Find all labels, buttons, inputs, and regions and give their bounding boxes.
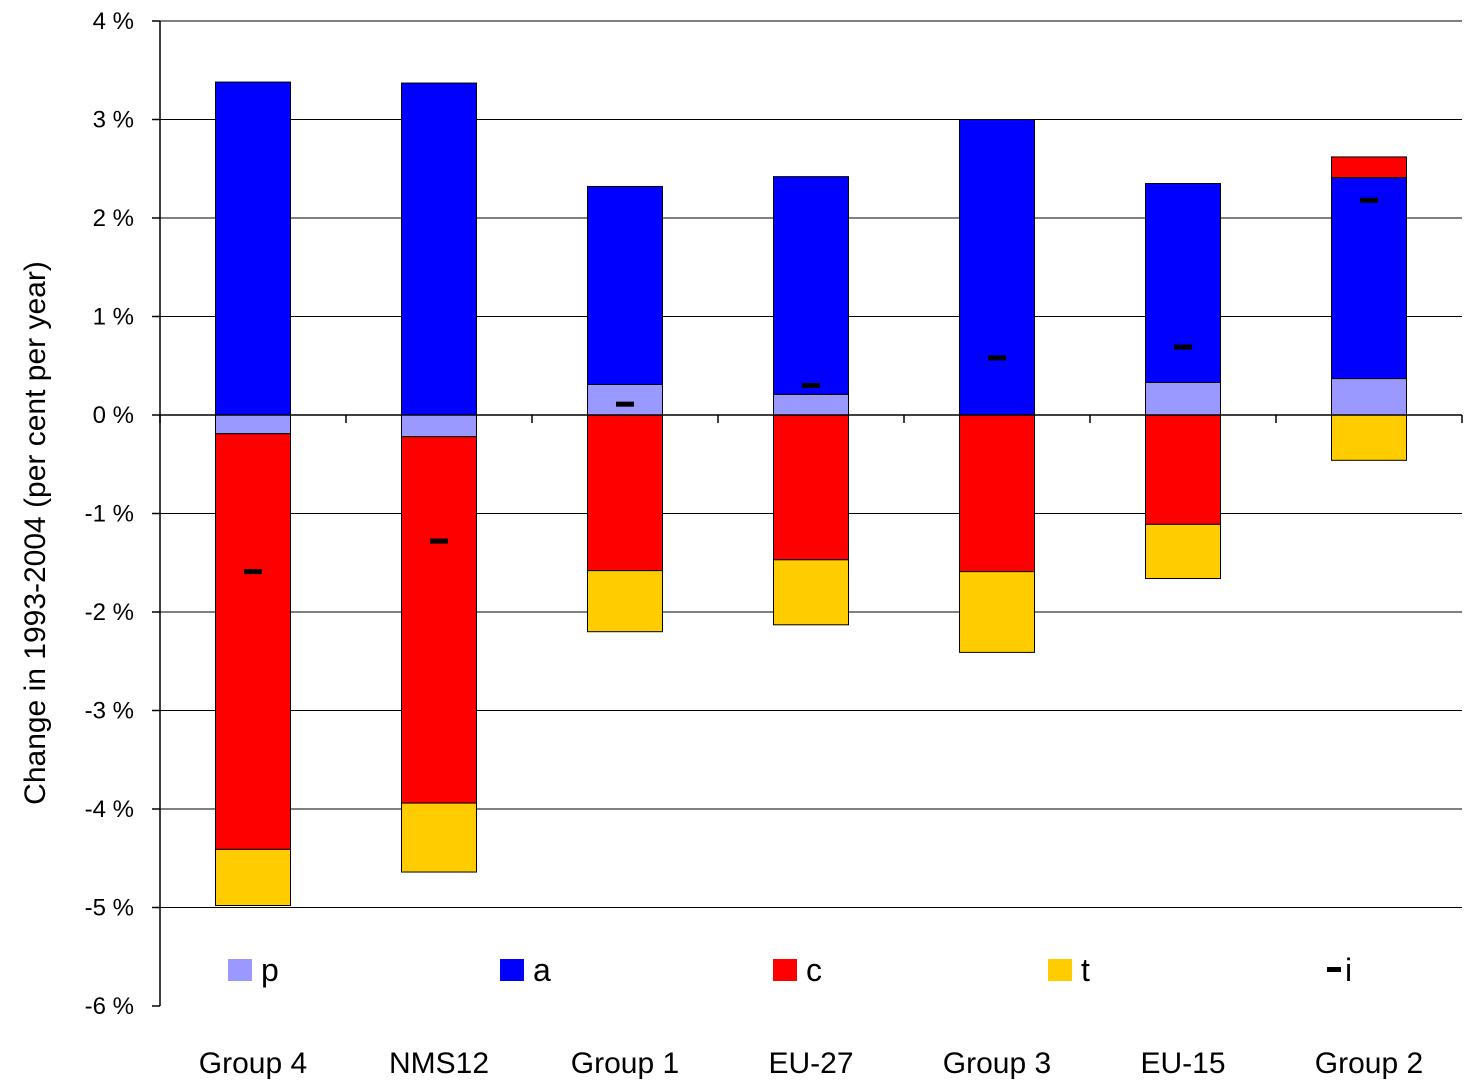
- category-label-group-2: Group 2: [1315, 1047, 1423, 1080]
- bar-segment-c-eu-27: [774, 415, 849, 560]
- legend-swatch-a: [500, 959, 524, 981]
- category-label-group-4: Group 4: [199, 1047, 307, 1080]
- y-tick-label: -6 %: [85, 993, 134, 1020]
- bar-segment-c-group-1: [588, 415, 663, 571]
- category-label-group-1: Group 1: [571, 1047, 679, 1080]
- y-tick-label: 1 %: [93, 304, 134, 331]
- legend-label-i: i: [1345, 952, 1352, 988]
- bar-segment-c-eu-15: [1146, 415, 1221, 524]
- bar-segment-t-eu-27: [774, 560, 849, 625]
- y-tick-label: -5 %: [85, 895, 134, 922]
- bar-segment-t-eu-15: [1146, 524, 1221, 578]
- bar-segment-t-group-1: [588, 571, 663, 632]
- legend-swatch-t: [1048, 959, 1072, 981]
- bar-segment-a-group-1: [588, 186, 663, 384]
- category-label-group-3: Group 3: [943, 1047, 1051, 1080]
- legend-label-t: t: [1081, 952, 1090, 988]
- bar-segment-p-nms12: [402, 415, 477, 437]
- marker-i-eu-15: [1174, 345, 1192, 350]
- legend-label-p: p: [261, 952, 279, 988]
- marker-i-group-1: [616, 402, 634, 407]
- bar-segment-c-group-2: [1332, 157, 1407, 178]
- marker-i-group-4: [244, 569, 262, 574]
- legend-swatch-c: [773, 959, 797, 981]
- bar-segment-p-group-1: [588, 384, 663, 415]
- marker-i-group-3: [988, 355, 1006, 360]
- y-tick-label: 0 %: [93, 402, 134, 429]
- bar-segment-p-eu-15: [1146, 382, 1221, 415]
- bar-segment-a-eu-27: [774, 177, 849, 395]
- marker-i-group-2: [1360, 198, 1378, 203]
- category-labels: Group 4 NMS12 Group 1 EU-27 Group 3 EU-15 Grou…: [199, 1047, 1423, 1080]
- bar-segment-a-eu-15: [1146, 184, 1221, 383]
- bar-segment-t-group-2: [1332, 415, 1407, 460]
- bar-segments: [216, 82, 1407, 905]
- legend-swatch-p: [228, 959, 252, 981]
- bar-segment-t-group-3: [960, 572, 1035, 653]
- bar-segment-t-group-4: [216, 849, 291, 905]
- legend-label-c: c: [806, 952, 822, 988]
- y-tick-label: 2 %: [93, 205, 134, 232]
- y-tick-label: -1 %: [85, 501, 134, 528]
- marker-i-eu-27: [802, 383, 820, 388]
- bar-segment-c-group-3: [960, 415, 1035, 572]
- bar-segment-p-group-4: [216, 415, 291, 434]
- bar-segment-p-eu-27: [774, 394, 849, 415]
- bar-segment-p-group-2: [1332, 379, 1407, 415]
- legend-label-a: a: [533, 952, 551, 988]
- marker-i-nms12: [430, 539, 448, 544]
- bar-segment-a-nms12: [402, 83, 477, 415]
- bar-segment-a-group-2: [1332, 178, 1407, 379]
- y-axis-title: Change in 1993-2004 (per cent per year): [19, 261, 52, 805]
- y-tick-label: 4 %: [93, 8, 134, 35]
- bar-segment-c-group-4: [216, 434, 291, 850]
- y-tick-label: -2 %: [85, 599, 134, 626]
- legend-swatch-i: [1327, 967, 1341, 972]
- y-tick-labels: 4 % 3 % 2 % 1 % 0 % -1 % -2 % -3 % -4 % -5 % -6 %: [85, 8, 134, 1020]
- y-tick-label: -3 %: [85, 698, 134, 725]
- y-tick-label: -4 %: [85, 796, 134, 823]
- bar-segment-a-group-4: [216, 82, 291, 415]
- bar-segment-a-group-3: [960, 120, 1035, 416]
- bar-segment-c-nms12: [402, 437, 477, 803]
- category-label-nms12: NMS12: [389, 1047, 489, 1080]
- bar-segment-t-nms12: [402, 803, 477, 872]
- category-label-eu-15: EU-15: [1140, 1047, 1225, 1080]
- y-tick-label: 3 %: [93, 107, 134, 134]
- category-label-eu-27: EU-27: [768, 1047, 853, 1080]
